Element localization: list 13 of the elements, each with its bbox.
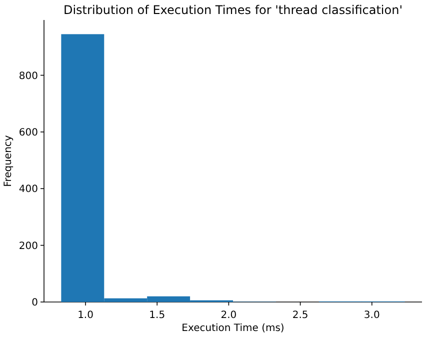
y-tick-label: 200 [18, 240, 38, 252]
y-tick-label: 800 [18, 70, 38, 82]
y-tick-label: 0 [32, 298, 38, 308]
x-tick-label: 1.0 [78, 310, 94, 321]
chart-title: Distribution of Execution Times for 'thread classification' [63, 3, 403, 17]
x-tick-label: 1.5 [149, 310, 166, 321]
x-tick-label: 2.0 [220, 310, 237, 321]
x-axis-title: Execution Time (ms) [182, 323, 284, 334]
x-tick-label: 2.5 [292, 310, 308, 321]
x-tick-label: 3.0 [364, 310, 380, 321]
y-tick-label: 400 [18, 184, 38, 196]
y-axis-title: Frequency [3, 135, 14, 187]
y-tick-label: 600 [18, 127, 38, 138]
